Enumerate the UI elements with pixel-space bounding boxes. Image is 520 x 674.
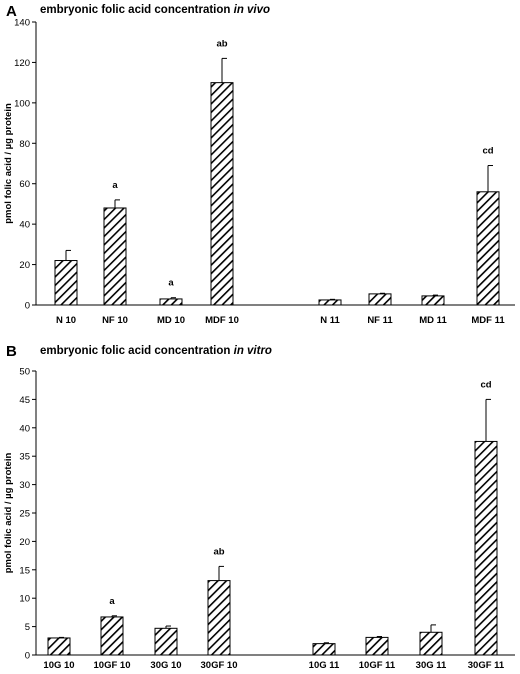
panel-a-bar	[318, 299, 342, 306]
panel-b-y-tick-label: 35	[19, 452, 30, 463]
panel-a-y-tick-label: 60	[19, 179, 30, 190]
panel-b-bar	[154, 627, 178, 656]
panel-b-y-tick-label: 15	[19, 565, 30, 576]
panel-a-bar	[103, 207, 127, 306]
panel-a-letter: A	[6, 3, 17, 20]
panel-a-category-label: MD 11	[419, 315, 447, 326]
panel-b-bar	[207, 580, 231, 656]
panel-a-bar	[210, 82, 234, 306]
panel-b-y-tick-label: 0	[25, 651, 30, 662]
panel-b-y-tick-label: 45	[19, 395, 30, 406]
panel-b-category-label: 30GF 11	[468, 660, 505, 671]
panel-a-bar	[159, 298, 183, 306]
panel-b-bar	[312, 643, 336, 656]
panel-a-significance-label: cd	[482, 146, 493, 157]
panel-a-y-tick-label: 0	[25, 301, 30, 312]
panel-a-category-label: N 11	[320, 315, 340, 326]
panel-a-category-label: NF 10	[102, 315, 128, 326]
panel-b-category-label: 30G 11	[416, 660, 447, 671]
panel-b-y-tick-label: 10	[19, 594, 30, 605]
panel-b-category-label: 10GF 10	[94, 660, 131, 671]
panel-a-bar	[54, 260, 78, 306]
panel-b-bar	[474, 440, 498, 656]
panel-a-category-label: MD 10	[157, 315, 185, 326]
panel-b-title: embryonic folic acid concentration in vi…	[40, 345, 272, 357]
panel-b-letter: B	[6, 343, 17, 360]
panel-a-bar	[368, 293, 392, 306]
panel-a-y-tick-label: 20	[19, 260, 30, 271]
panel-b-y-tick-label: 50	[19, 367, 30, 378]
panel-a-y-tick-label: 120	[14, 58, 30, 69]
panel-a-category-label: MDF 11	[471, 315, 505, 326]
panel-a-title-main: embryonic folic acid concentration	[40, 4, 234, 16]
panel-b-significance-label: a	[109, 596, 115, 607]
panel-b-bar	[100, 616, 124, 656]
panel-b-category-label: 10G 10	[43, 660, 74, 671]
panel-a-y-tick-label: 80	[19, 139, 30, 150]
panel-a-y-tick-label: 40	[19, 220, 30, 231]
panel-a-category-label: NF 11	[367, 315, 393, 326]
panel-b-title-main: embryonic folic acid concentration	[40, 345, 234, 357]
panel-b-y-tick-label: 5	[25, 622, 30, 633]
panel-b-title-italic: in vitro	[234, 345, 272, 357]
panel-b-category-label: 30G 10	[150, 660, 181, 671]
panel-a-y-tick-label: 140	[14, 18, 30, 29]
panel-a-significance-label: a	[168, 278, 174, 289]
panel-b-bar	[419, 631, 443, 656]
panel-b-significance-label: ab	[213, 546, 224, 557]
panel-b-bar	[365, 636, 389, 656]
panel-a-category-label: MDF 10	[205, 315, 239, 326]
panel-b-significance-label: cd	[480, 379, 491, 390]
panel-a-title: embryonic folic acid concentration in vi…	[40, 4, 270, 16]
panel-b-y-tick-label: 20	[19, 537, 30, 548]
panel-a-y-axis-label: pmol folic acid / µg protein	[3, 103, 14, 224]
panel-b-bar	[47, 637, 71, 656]
panel-a-title-italic: in vivo	[234, 4, 270, 16]
panel-b-category-label: 10GF 11	[359, 660, 396, 671]
panel-a-y-tick-label: 100	[14, 98, 30, 109]
panel-b-y-tick-label: 30	[19, 480, 30, 491]
panel-a-bar	[476, 191, 500, 306]
panel-b-y-tick-label: 40	[19, 423, 30, 434]
panel-b-category-label: 30GF 10	[201, 660, 238, 671]
panel-a-significance-label: a	[112, 180, 118, 191]
panel-b-y-tick-label: 25	[19, 509, 30, 520]
panel-b-y-axis-label: pmol folic acid / µg protein	[3, 453, 14, 574]
panel-a-category-label: N 10	[56, 315, 76, 326]
panel-a-bar	[421, 295, 445, 306]
panel-a-significance-label: ab	[216, 38, 227, 49]
panel-b-category-label: 10G 11	[309, 660, 340, 671]
